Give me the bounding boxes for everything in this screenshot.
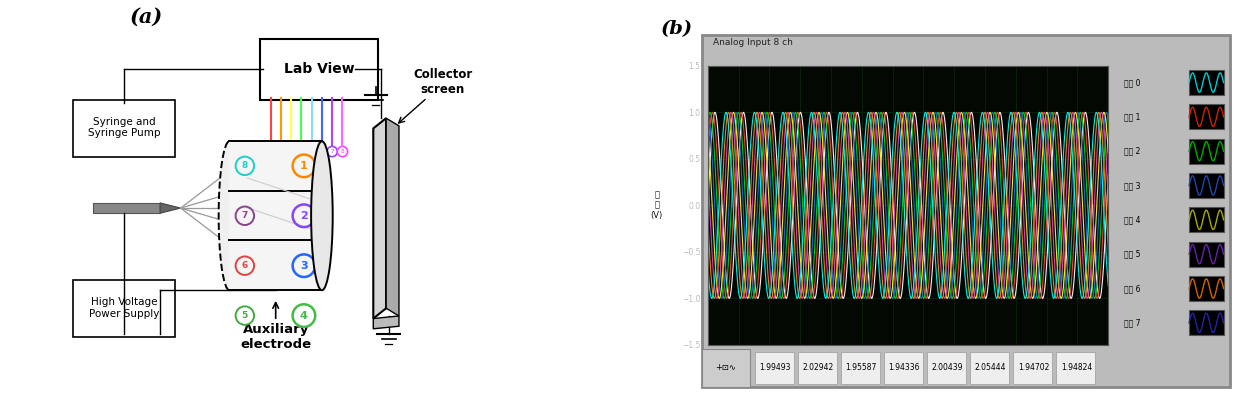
- Text: 2.05444: 2.05444: [975, 363, 1006, 372]
- FancyBboxPatch shape: [701, 349, 750, 387]
- FancyBboxPatch shape: [1189, 207, 1223, 233]
- FancyBboxPatch shape: [797, 352, 837, 384]
- FancyBboxPatch shape: [1189, 276, 1223, 301]
- FancyBboxPatch shape: [701, 35, 1229, 387]
- FancyBboxPatch shape: [1189, 104, 1223, 129]
- Text: (b): (b): [661, 20, 693, 38]
- Y-axis label: 전
압
(V): 전 압 (V): [650, 190, 663, 220]
- Text: 2.02942: 2.02942: [802, 363, 834, 372]
- Text: 8: 8: [242, 162, 248, 171]
- Text: 2: 2: [300, 211, 308, 221]
- Text: Auxiliary
electrode: Auxiliary electrode: [240, 323, 311, 351]
- Text: 图例 6: 图例 6: [1123, 284, 1141, 293]
- Polygon shape: [386, 118, 399, 316]
- FancyBboxPatch shape: [755, 352, 794, 384]
- Text: Analog Input 8 ch: Analog Input 8 ch: [714, 38, 794, 47]
- FancyBboxPatch shape: [1189, 173, 1223, 198]
- Text: 6: 6: [242, 261, 248, 270]
- Text: 3: 3: [290, 149, 293, 154]
- Text: Collector
screen: Collector screen: [413, 68, 472, 96]
- Text: 8: 8: [341, 149, 344, 154]
- Text: 1: 1: [268, 149, 272, 154]
- Text: +⊡∿: +⊡∿: [715, 363, 736, 372]
- Text: 1.94336: 1.94336: [889, 363, 920, 372]
- FancyBboxPatch shape: [1056, 352, 1096, 384]
- Text: High Voltage
Power Supply: High Voltage Power Supply: [89, 298, 160, 319]
- FancyBboxPatch shape: [884, 352, 924, 384]
- FancyBboxPatch shape: [1189, 242, 1223, 267]
- Text: Syringe and
Syringe Pump: Syringe and Syringe Pump: [87, 117, 160, 138]
- FancyBboxPatch shape: [927, 352, 966, 384]
- FancyBboxPatch shape: [1189, 310, 1223, 335]
- Text: 4: 4: [300, 149, 303, 154]
- Ellipse shape: [218, 141, 240, 290]
- Text: 图例 5: 图例 5: [1123, 250, 1141, 259]
- FancyBboxPatch shape: [1189, 70, 1223, 95]
- Text: 2: 2: [280, 149, 282, 154]
- Text: 2.00439: 2.00439: [932, 363, 963, 372]
- Text: 6: 6: [321, 149, 323, 154]
- Text: 图例 0: 图例 0: [1123, 78, 1141, 87]
- FancyBboxPatch shape: [72, 280, 176, 337]
- Text: (a): (a): [130, 7, 162, 27]
- Text: 图例 4: 图例 4: [1123, 215, 1141, 224]
- Text: 图例 1: 图例 1: [1123, 112, 1141, 121]
- Polygon shape: [230, 141, 322, 290]
- FancyBboxPatch shape: [1189, 139, 1223, 164]
- Text: 1.95587: 1.95587: [846, 363, 877, 372]
- Polygon shape: [94, 203, 160, 213]
- Text: 3: 3: [300, 261, 308, 271]
- Text: 7: 7: [331, 149, 334, 154]
- Polygon shape: [160, 203, 181, 213]
- Text: 图例 7: 图例 7: [1123, 319, 1141, 327]
- Text: 4: 4: [300, 311, 308, 321]
- Text: 1: 1: [300, 161, 308, 171]
- FancyBboxPatch shape: [261, 39, 378, 100]
- Text: 1.94702: 1.94702: [1018, 363, 1050, 372]
- Text: 5: 5: [242, 311, 248, 320]
- Ellipse shape: [311, 141, 333, 290]
- Polygon shape: [373, 118, 386, 319]
- X-axis label: 시간: 시간: [902, 363, 914, 373]
- Text: 图例 3: 图例 3: [1123, 181, 1141, 190]
- Text: 7: 7: [242, 211, 248, 220]
- FancyBboxPatch shape: [1013, 352, 1052, 384]
- Text: 图例 2: 图例 2: [1123, 147, 1141, 156]
- FancyBboxPatch shape: [72, 100, 176, 157]
- Text: 1.94824: 1.94824: [1061, 363, 1092, 372]
- Text: Lab View: Lab View: [285, 62, 354, 76]
- Text: 5: 5: [310, 149, 313, 154]
- Text: 1.99493: 1.99493: [760, 363, 791, 372]
- FancyBboxPatch shape: [841, 352, 880, 384]
- Polygon shape: [373, 316, 399, 329]
- FancyBboxPatch shape: [970, 352, 1010, 384]
